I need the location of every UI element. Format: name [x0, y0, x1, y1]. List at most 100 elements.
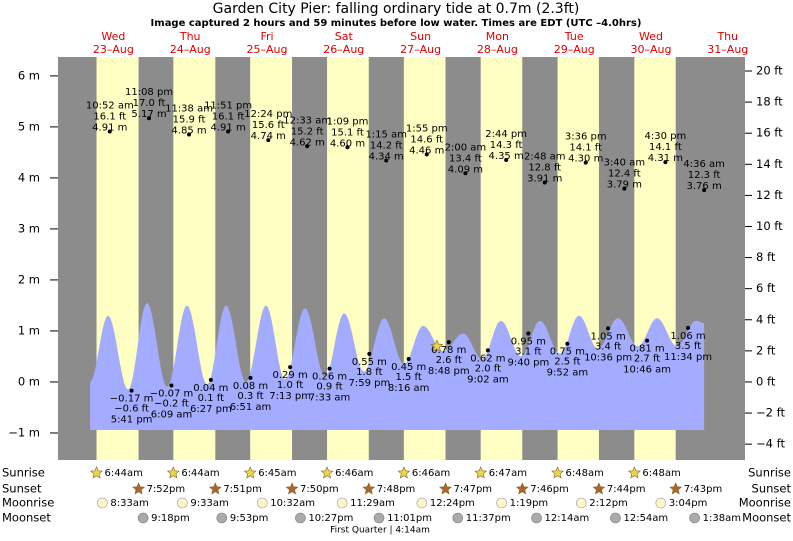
low-tide-m: 0.45 m — [391, 362, 426, 373]
low-tide-m: −0.17 m — [110, 394, 154, 405]
high-tide-time: 12:24 pm — [244, 109, 292, 120]
event-time: 1:38am — [703, 513, 741, 524]
low-tide-m: 0.04 m — [193, 383, 228, 394]
high-tide-ft: 14.1 ft — [569, 143, 602, 154]
event-time: 10:32am — [270, 498, 315, 509]
y2-tick-label: −2 ft — [756, 406, 785, 420]
sunrise-icon — [397, 466, 411, 479]
low-tide-time: 7:13 pm — [269, 391, 311, 402]
high-tide-dot — [345, 145, 350, 150]
day-weekday: Thu — [179, 30, 201, 43]
moonset-icon — [452, 512, 464, 524]
sunset-icon — [592, 482, 606, 495]
sunset-icon — [285, 482, 299, 495]
low-tide-dot — [367, 351, 372, 356]
high-tide-ft: 15.1 ft — [331, 127, 364, 138]
low-tide-m: 1.06 m — [670, 331, 705, 342]
low-tide-m: 0.29 m — [273, 370, 308, 381]
low-tide-time: 10:46 am — [623, 365, 671, 376]
high-tide-m: 4.31 m — [648, 153, 683, 164]
high-tide-ft: 14.1 ft — [649, 142, 682, 153]
event-time: 6:47am — [489, 468, 527, 479]
day-weekday: Wed — [639, 30, 663, 43]
y2-tick-label: 4 ft — [756, 312, 776, 326]
moonrise-icon — [575, 497, 587, 509]
low-tide-m: 0.08 m — [233, 381, 268, 392]
high-tide-time: 4:36 am — [683, 159, 725, 170]
high-tide-dot — [384, 158, 389, 163]
high-tide-ft: 12.8 ft — [528, 162, 561, 173]
y-tick-label: 1 m — [18, 323, 40, 337]
row-label-right: Sunrise — [748, 466, 791, 480]
y2-tick-label: 6 ft — [756, 281, 776, 295]
event-time: 6:46am — [335, 468, 373, 479]
high-tide-m: 4.91 m — [211, 122, 246, 133]
high-tide-ft: 12.3 ft — [688, 170, 721, 181]
y2-tick-label: 16 ft — [756, 126, 783, 140]
row-label-left: Sunrise — [2, 466, 45, 480]
high-tide-dot — [305, 144, 310, 149]
high-tide-m: 4.35 m — [489, 151, 524, 162]
high-tide-m: 4.09 m — [448, 164, 483, 175]
low-tide-ft: 2.7 ft — [634, 354, 660, 365]
high-tide-ft: 16.1 ft — [93, 111, 126, 122]
high-tide-m: 4.30 m — [568, 154, 603, 165]
event-time: 12:54am — [623, 513, 668, 524]
high-tide-time: 2:00 am — [445, 142, 487, 153]
high-tide-ft: 12.4 ft — [608, 169, 641, 180]
day-weekday: Mon — [486, 30, 509, 43]
moonset-icon — [295, 512, 306, 524]
y-tick-label: 5 m — [18, 119, 40, 133]
event-time: 1:19pm — [510, 498, 549, 509]
low-tide-m: −0.07 m — [150, 389, 194, 400]
low-tide-ft: 1.0 ft — [277, 380, 303, 391]
event-time: 11:29am — [350, 498, 395, 509]
low-tide-ft: 0.3 ft — [237, 391, 263, 402]
event-time: 6:45am — [258, 468, 296, 479]
high-tide-time: 4:30 pm — [645, 131, 687, 142]
low-tide-time: 9:02 am — [467, 374, 509, 385]
sunrise-icon — [474, 466, 488, 479]
moonset-icon — [216, 512, 228, 524]
high-tide-ft: 14.6 ft — [410, 134, 443, 145]
high-tide-dot — [702, 188, 707, 193]
event-time: 11:37pm — [466, 513, 511, 524]
low-tide-dot — [446, 340, 451, 345]
high-tide-ft: 14.3 ft — [490, 140, 523, 151]
sunrise-icon — [166, 466, 180, 479]
sunset-icon — [132, 482, 146, 495]
y2-tick-label: −4 ft — [756, 437, 785, 451]
high-tide-m: 5.17 m — [131, 109, 166, 120]
event-time: 7:52pm — [147, 484, 186, 495]
low-tide-ft: 2.6 ft — [436, 355, 462, 366]
high-tide-dot — [504, 158, 509, 163]
y-tick-label: 6 m — [18, 68, 40, 82]
row-label-right: Moonset — [742, 511, 791, 525]
moonrise-icon — [256, 497, 268, 509]
water-area — [90, 302, 705, 430]
y-tick-label: 0 m — [18, 374, 40, 388]
moonset-icon — [610, 512, 621, 524]
low-tide-dot — [129, 388, 134, 393]
day-weekday: Sat — [335, 30, 354, 43]
y2-tick-label: 0 ft — [756, 374, 776, 388]
row-label-left: Sunset — [2, 482, 42, 496]
high-tide-ft: 16.1 ft — [212, 111, 245, 122]
low-tide-time: 6:09 am — [151, 410, 193, 421]
moonrise-icon — [496, 497, 507, 509]
high-tide-m: 3.79 m — [607, 180, 642, 191]
high-tide-ft: 14.2 ft — [370, 141, 403, 152]
low-tide-dot — [606, 326, 611, 331]
sunset-icon — [362, 482, 376, 495]
y2-tick-label: 2 ft — [756, 343, 776, 357]
event-time: 9:18pm — [151, 513, 190, 524]
high-tide-m: 4.74 m — [251, 131, 286, 142]
low-tide-dot — [526, 331, 531, 336]
row-label-left: Moonrise — [2, 496, 54, 510]
high-tide-m: 3.91 m — [527, 173, 562, 184]
day-date: 28–Aug — [477, 43, 518, 56]
moonrise-icon — [336, 497, 348, 509]
moonrise-icon — [655, 497, 667, 509]
day-date: 31–Aug — [707, 43, 748, 56]
low-tide-ft: 3.4 ft — [595, 341, 621, 352]
